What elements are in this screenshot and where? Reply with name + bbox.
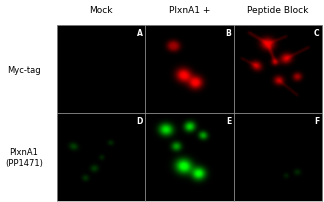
- Text: C: C: [314, 29, 320, 38]
- Text: B: B: [226, 29, 231, 38]
- Text: Peptide Block: Peptide Block: [248, 5, 309, 15]
- Text: E: E: [226, 116, 231, 125]
- Text: PlxnA1
(PP1471): PlxnA1 (PP1471): [5, 148, 43, 167]
- Text: A: A: [137, 29, 143, 38]
- Text: PlxnA1 +: PlxnA1 +: [169, 5, 210, 15]
- Text: Myc-tag: Myc-tag: [7, 65, 40, 74]
- Text: Mock: Mock: [89, 5, 113, 15]
- Text: D: D: [136, 116, 143, 125]
- Text: F: F: [315, 116, 320, 125]
